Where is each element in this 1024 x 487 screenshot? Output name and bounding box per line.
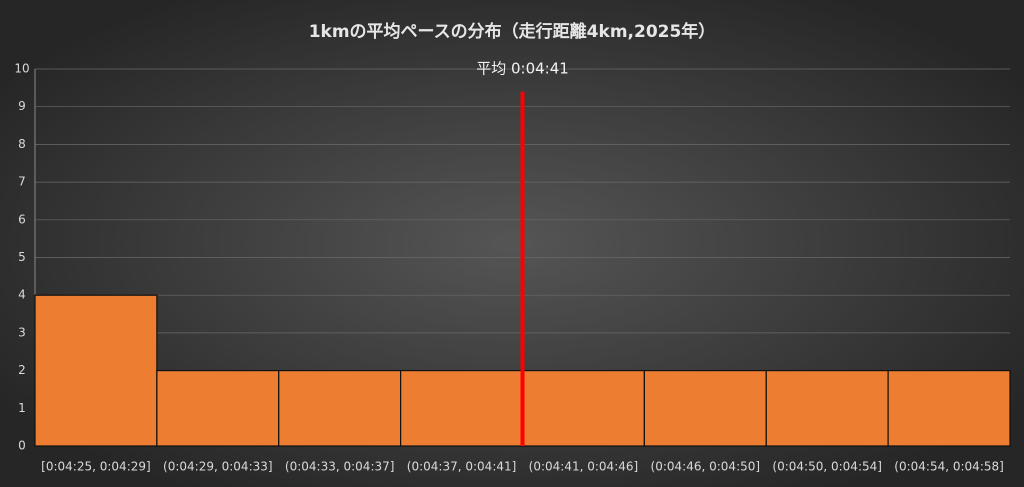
y-tick-label: 5	[18, 250, 26, 264]
x-tick-label: [0:04:25, 0:04:29]	[41, 460, 151, 474]
y-tick-label: 7	[18, 175, 26, 189]
average-label: 平均 0:04:41	[476, 60, 569, 78]
x-tick-label: (0:04:50, 0:04:54]	[772, 460, 882, 474]
y-tick-label: 0	[18, 439, 26, 453]
y-tick-label: 4	[18, 288, 26, 302]
y-tick-label: 1	[18, 401, 26, 415]
x-tick-label: (0:04:37, 0:04:41]	[407, 460, 517, 474]
bar	[521, 370, 645, 447]
x-tick-label: (0:04:33, 0:04:37]	[285, 460, 395, 474]
y-tick-label: 8	[18, 137, 26, 151]
bar	[278, 370, 402, 447]
y-tick-label: 2	[18, 363, 26, 377]
y-tick-label: 6	[18, 212, 26, 226]
bar	[887, 370, 1011, 447]
y-tick-label: 10	[14, 62, 29, 76]
bar	[765, 370, 889, 447]
y-tick-label: 3	[18, 325, 26, 339]
bar	[643, 370, 767, 447]
x-tick-label: (0:04:54, 0:04:58]	[894, 460, 1004, 474]
x-tick-label: (0:04:46, 0:04:50]	[651, 460, 761, 474]
y-tick-label: 9	[18, 99, 26, 113]
x-tick-label: (0:04:41, 0:04:46]	[529, 460, 639, 474]
bar	[400, 370, 524, 447]
bar	[34, 294, 158, 447]
x-tick-label: (0:04:29, 0:04:33]	[163, 460, 273, 474]
chart-title: 1kmの平均ペースの分布（走行距離4km,2025年）	[309, 21, 716, 42]
bar	[156, 370, 280, 447]
